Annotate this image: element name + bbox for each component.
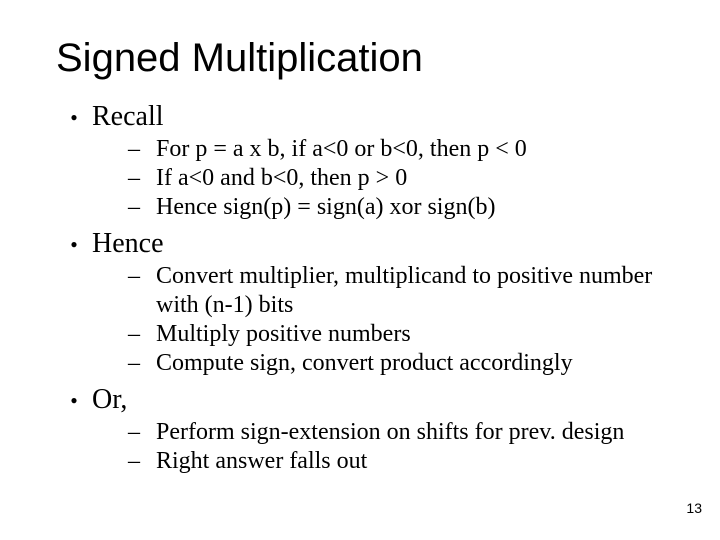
bullet-level1: ●Or, xyxy=(56,382,664,418)
bullet-level1-label: Hence xyxy=(92,226,164,262)
bullet-level1-label: Recall xyxy=(92,99,164,135)
bullet-level2: –Convert multiplier, multiplicand to pos… xyxy=(128,262,664,320)
bullet-level2-label: Compute sign, convert product accordingl… xyxy=(156,349,664,378)
bullet-level1: ●Recall xyxy=(56,99,664,135)
bullet-level1: ●Hence xyxy=(56,226,664,262)
bullet-level1-label: Or, xyxy=(92,382,127,418)
bullet-level2-label: Multiply positive numbers xyxy=(156,320,664,349)
bullet-level2: –Compute sign, convert product according… xyxy=(128,349,664,378)
page-title: Signed Multiplication xyxy=(56,36,664,81)
bullet-level2-label: Hence sign(p) = sign(a) xor sign(b) xyxy=(156,193,664,222)
bullet-dash-icon: – xyxy=(128,262,156,291)
bullet-level2: –Perform sign-extension on shifts for pr… xyxy=(128,418,664,447)
bullet-dash-icon: – xyxy=(128,135,156,164)
page-number: 13 xyxy=(686,500,702,516)
bullet-level2: –If a<0 and b<0, then p > 0 xyxy=(128,164,664,193)
bullet-dash-icon: – xyxy=(128,193,156,222)
bullet-content: ●Recall–For p = a x b, if a<0 or b<0, th… xyxy=(56,99,664,476)
bullet-level2-label: Convert multiplier, multiplicand to posi… xyxy=(156,262,664,320)
bullet-level2-label: If a<0 and b<0, then p > 0 xyxy=(156,164,664,193)
bullet-level2: –For p = a x b, if a<0 or b<0, then p < … xyxy=(128,135,664,164)
bullet-dash-icon: – xyxy=(128,164,156,193)
bullet-level2-label: For p = a x b, if a<0 or b<0, then p < 0 xyxy=(156,135,664,164)
bullet-dot-icon: ● xyxy=(56,382,92,418)
bullet-dash-icon: – xyxy=(128,320,156,349)
slide: Signed Multiplication ●Recall–For p = a … xyxy=(0,0,720,540)
bullet-dot-icon: ● xyxy=(56,99,92,135)
bullet-level2: –Right answer falls out xyxy=(128,447,664,476)
bullet-level2-label: Perform sign-extension on shifts for pre… xyxy=(156,418,664,447)
bullet-level2: –Multiply positive numbers xyxy=(128,320,664,349)
bullet-dot-icon: ● xyxy=(56,226,92,262)
bullet-level2-label: Right answer falls out xyxy=(156,447,664,476)
bullet-level2: –Hence sign(p) = sign(a) xor sign(b) xyxy=(128,193,664,222)
bullet-dash-icon: – xyxy=(128,447,156,476)
bullet-dash-icon: – xyxy=(128,349,156,378)
bullet-dash-icon: – xyxy=(128,418,156,447)
